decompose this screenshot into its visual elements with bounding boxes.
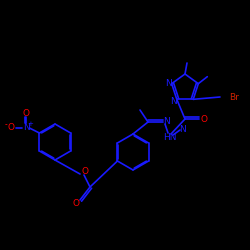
Text: O: O xyxy=(8,124,15,132)
Text: -: - xyxy=(5,120,8,130)
Text: O: O xyxy=(72,198,80,207)
Text: N: N xyxy=(165,79,172,88)
Text: O: O xyxy=(200,114,207,124)
Text: O: O xyxy=(82,166,88,175)
Text: N: N xyxy=(23,122,30,132)
Text: +: + xyxy=(28,121,33,127)
Text: N: N xyxy=(170,97,177,106)
Text: N: N xyxy=(162,116,170,126)
Text: N: N xyxy=(180,124,186,134)
Text: Br: Br xyxy=(229,92,239,102)
Text: O: O xyxy=(23,108,30,118)
Text: HN: HN xyxy=(163,134,177,142)
